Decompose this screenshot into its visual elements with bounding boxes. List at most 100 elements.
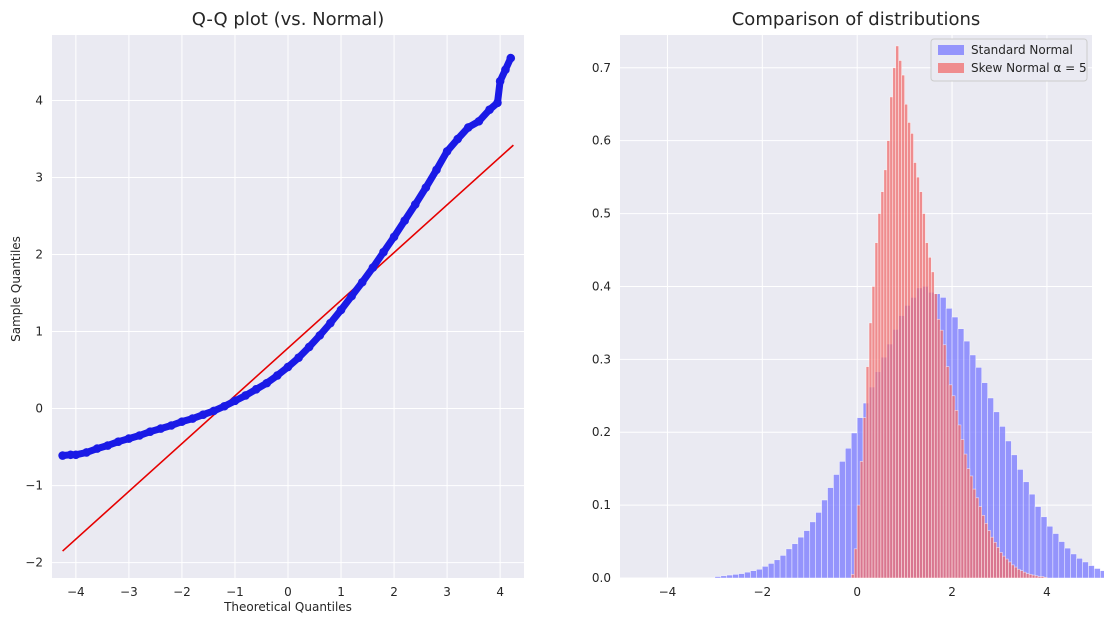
qq-sample-point	[71, 450, 81, 460]
standard-normal-bar	[785, 548, 793, 579]
qq-sample-point	[495, 76, 505, 86]
skew-normal-bar	[987, 530, 991, 579]
qq-y-tick-label: 4	[35, 93, 43, 107]
skew-normal-bars	[850, 45, 1048, 579]
qq-sample-point	[474, 116, 484, 126]
skew-normal-bar	[978, 506, 982, 579]
skew-normal-bar	[877, 213, 882, 579]
skew-normal-bar	[996, 547, 1000, 579]
qq-sample-point	[283, 362, 293, 372]
skew-normal-bar	[933, 293, 938, 579]
skew-normal-bar	[951, 395, 956, 579]
qq-sample-point	[103, 441, 112, 450]
skew-normal-bar	[948, 384, 953, 579]
skew-normal-bar	[859, 461, 864, 579]
qq-sample-point	[432, 165, 441, 175]
skew-normal-bar	[886, 140, 891, 579]
qq-sample-point	[442, 147, 452, 156]
skew-normal-bar	[907, 122, 911, 579]
qq-y-tick-label: −1	[25, 479, 43, 493]
skew-normal-bar	[919, 191, 923, 579]
standard-normal-bar	[1022, 481, 1030, 579]
qq-sample-point	[304, 342, 314, 352]
skew-normal-bar	[925, 242, 929, 579]
qq-sample-point	[506, 53, 516, 63]
qq-sample-point	[464, 123, 473, 132]
hist-x-tick-label: 0	[853, 585, 861, 599]
skew-normal-bar	[1034, 575, 1039, 579]
qq-sample-point	[220, 401, 229, 411]
skew-normal-bar	[984, 523, 988, 579]
qq-x-tick-labels: −4 −3 −2 −1 0 1 2 3 4	[67, 585, 504, 599]
qq-sample-point	[82, 448, 91, 457]
standard-normal-bar	[1040, 516, 1048, 579]
skew-normal-bar	[880, 191, 885, 579]
qq-sample-point	[326, 318, 335, 328]
qq-y-tick-label: 0	[35, 402, 43, 416]
skew-normal-bar	[922, 213, 926, 579]
qq-reference-line	[62, 144, 514, 552]
qq-y-tick-labels: −2 −1 0 1 2 3 4	[25, 93, 43, 569]
histogram-title: Comparison of distributions	[732, 9, 981, 30]
skew-normal-bar	[1028, 574, 1033, 579]
qq-sample-point	[262, 378, 272, 388]
qq-sample-point	[347, 291, 356, 301]
skew-normal-bar	[1014, 566, 1018, 579]
skew-normal-bar	[904, 103, 908, 579]
skew-normal-bar	[936, 318, 941, 579]
skew-normal-bar	[862, 417, 867, 579]
skew-normal-bar	[856, 504, 861, 579]
qq-sample-point	[209, 406, 219, 416]
skew-normal-bar	[1005, 558, 1009, 579]
qq-y-tick-label: 2	[35, 248, 43, 262]
standard-normal-bar	[1088, 565, 1095, 579]
standard-normal-bar	[815, 512, 822, 579]
skew-normal-bar	[931, 271, 935, 579]
qq-sample-point	[230, 396, 240, 406]
standard-normal-bar	[1016, 469, 1024, 579]
skew-normal-bar	[993, 541, 997, 579]
legend-swatch-skew-normal	[938, 63, 964, 73]
qq-sample-points	[58, 53, 516, 460]
standard-normal-bar	[809, 521, 816, 579]
qq-sample-point	[379, 247, 388, 257]
qq-sample-point	[501, 65, 510, 74]
qq-x-tick-label: −3	[120, 585, 138, 599]
standard-normal-bar	[1094, 568, 1101, 579]
standard-normal-bar	[767, 563, 775, 579]
qq-gridlines	[52, 35, 524, 578]
qq-sample-point	[294, 353, 303, 363]
skew-normal-bar	[889, 96, 894, 579]
standard-normal-bar	[797, 536, 805, 579]
qq-sample-point	[124, 434, 134, 443]
hist-y-tick-label: 0.4	[592, 279, 611, 293]
qq-sample-point	[145, 427, 155, 436]
qq-x-tick-label: 4	[496, 585, 504, 599]
legend-swatch-standard-normal	[938, 45, 964, 55]
skew-normal-bar	[969, 475, 974, 579]
standard-normal-bar	[839, 461, 846, 579]
qq-x-tick-label: 1	[337, 585, 345, 599]
qq-x-tick-label: −1	[226, 585, 244, 599]
standard-normal-bar	[1070, 553, 1077, 579]
skew-normal-bar	[916, 176, 920, 579]
qq-sample-point	[453, 134, 463, 144]
qq-sample-point	[410, 200, 420, 209]
standard-normal-bar	[762, 566, 769, 579]
qq-sample-point	[177, 417, 187, 426]
standard-normal-bar	[1058, 541, 1066, 579]
skew-normal-bar	[942, 344, 947, 579]
qq-sample-point	[188, 414, 197, 423]
qq-sample-point	[198, 410, 208, 420]
skew-normal-bar	[874, 242, 879, 579]
qq-sample-point	[421, 183, 431, 192]
qq-sample-point	[113, 437, 123, 446]
histogram-x-tick-labels: −4 −2 0 2 4	[659, 585, 1051, 599]
standard-normal-bar	[1011, 454, 1018, 579]
qq-sample-point	[251, 384, 261, 394]
skew-normal-bar	[1008, 561, 1012, 579]
hist-x-tick-label: 2	[948, 585, 956, 599]
skew-normal-bar	[1022, 571, 1027, 579]
qq-x-tick-label: −4	[67, 585, 85, 599]
